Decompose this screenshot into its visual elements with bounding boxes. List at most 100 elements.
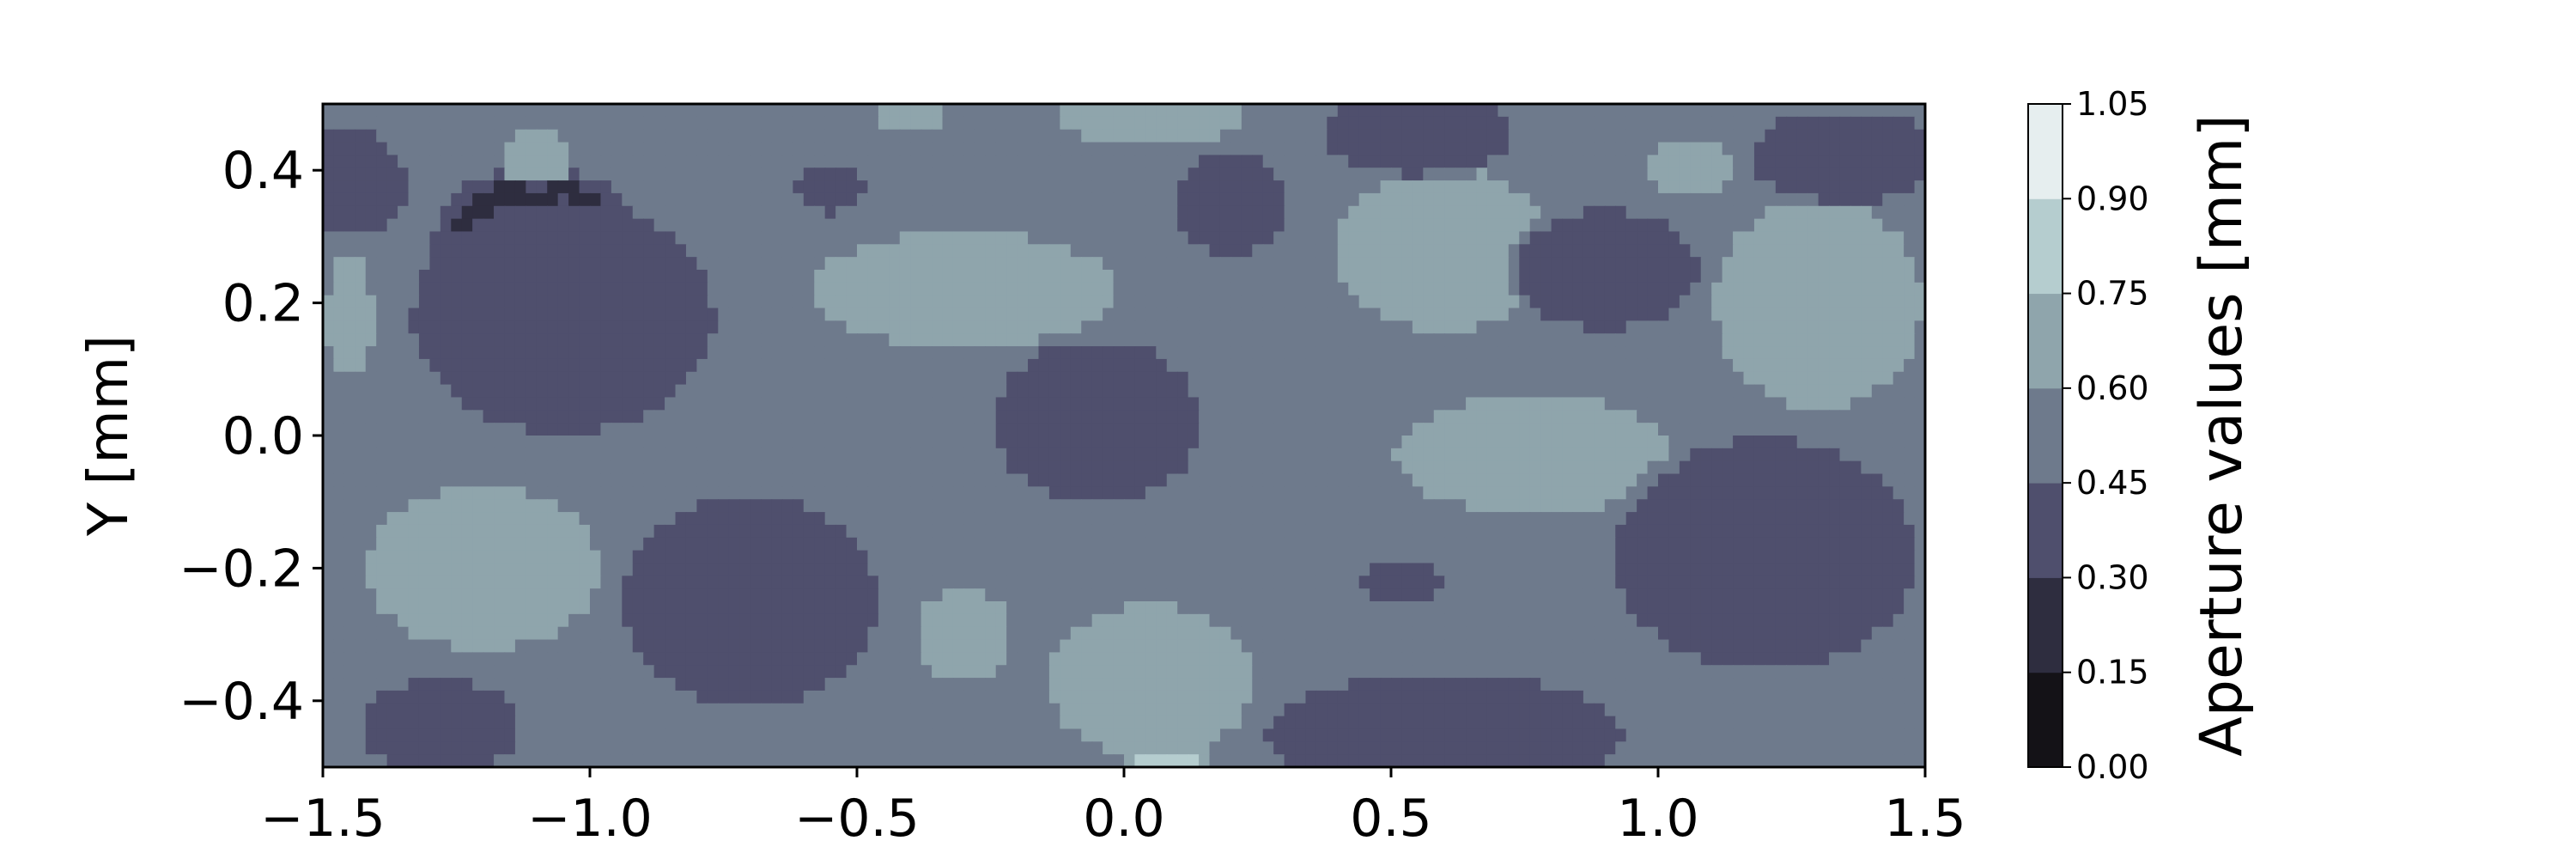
contour-cell xyxy=(1904,129,1916,143)
contour-cell xyxy=(1048,320,1061,335)
contour-cell xyxy=(579,358,591,373)
contour-cell xyxy=(386,423,398,436)
contour-cell xyxy=(728,460,740,475)
contour-cell xyxy=(1733,423,1745,436)
contour-cell xyxy=(761,371,773,386)
contour-cell xyxy=(1038,499,1050,513)
contour-cell xyxy=(1284,499,1296,513)
contour-cell xyxy=(643,129,655,143)
contour-cell xyxy=(1743,192,1755,207)
contour-cell xyxy=(1572,512,1584,526)
contour-cell xyxy=(1668,142,1680,156)
contour-cell xyxy=(1017,320,1029,335)
contour-cell xyxy=(632,333,644,347)
contour-cell xyxy=(963,460,975,475)
contour-cell xyxy=(590,192,602,207)
contour-cell xyxy=(1700,104,1712,118)
contour-cell xyxy=(1658,142,1670,156)
contour-cell xyxy=(803,192,816,207)
contour-cell xyxy=(472,524,484,539)
contour-cell xyxy=(1070,486,1083,501)
contour-cell xyxy=(323,397,335,411)
contour-cell xyxy=(1262,397,1274,411)
contour-cell xyxy=(643,524,655,539)
contour-cell xyxy=(1295,358,1307,373)
contour-cell xyxy=(1337,270,1350,283)
contour-cell xyxy=(1423,142,1435,156)
contour-cell xyxy=(579,218,591,233)
contour-cell xyxy=(1295,346,1307,360)
contour-cell xyxy=(1796,486,1808,501)
contour-cell xyxy=(1476,486,1488,501)
contour-cell xyxy=(600,524,612,539)
contour-cell xyxy=(557,384,569,399)
contour-cell xyxy=(771,384,783,399)
contour-cell xyxy=(1839,205,1851,220)
contour-cell xyxy=(333,218,345,233)
contour-cell xyxy=(1038,218,1050,233)
contour-cell xyxy=(429,282,441,296)
contour-cell xyxy=(536,129,549,143)
contour-cell xyxy=(1444,371,1456,386)
contour-cell xyxy=(440,512,453,526)
contour-cell xyxy=(643,142,655,156)
contour-cell xyxy=(1871,192,1884,207)
contour-cell xyxy=(793,410,805,423)
contour-cell xyxy=(418,155,431,169)
contour-cell xyxy=(504,448,516,462)
contour-cell xyxy=(696,116,708,131)
contour-cell xyxy=(942,320,954,335)
contour-cell xyxy=(1433,499,1445,513)
contour-cell xyxy=(1252,308,1264,322)
contour-cell xyxy=(1508,168,1521,181)
contour-cell xyxy=(771,295,783,309)
contour-cell xyxy=(889,155,901,169)
contour-cell xyxy=(440,244,453,258)
contour-cell xyxy=(1498,308,1510,322)
contour-cell xyxy=(1871,473,1884,488)
contour-cell xyxy=(1904,192,1916,207)
contour-cell xyxy=(1305,499,1317,513)
contour-cell xyxy=(963,282,975,296)
contour-cell xyxy=(1358,308,1370,322)
contour-cell xyxy=(1486,231,1499,246)
contour-cell xyxy=(1519,104,1531,118)
contour-cell xyxy=(1551,320,1563,335)
contour-cell xyxy=(355,142,367,156)
contour-cell xyxy=(846,423,858,436)
contour-cell xyxy=(1048,448,1061,462)
contour-cell xyxy=(1625,448,1637,462)
contour-cell xyxy=(1241,180,1254,194)
contour-cell xyxy=(739,155,751,169)
contour-cell xyxy=(675,423,687,436)
contour-cell xyxy=(899,308,911,322)
contour-cell xyxy=(429,295,441,309)
contour-cell xyxy=(824,499,836,513)
contour-cell xyxy=(547,320,559,335)
contour-cell xyxy=(1060,473,1072,488)
contour-cell xyxy=(985,308,997,322)
contour-cell xyxy=(1476,192,1488,207)
contour-cell xyxy=(974,218,987,233)
contour-cell xyxy=(835,346,848,360)
contour-cell xyxy=(1529,257,1541,271)
contour-cell xyxy=(1604,499,1617,513)
contour-cell xyxy=(1188,333,1200,347)
contour-cell xyxy=(323,371,335,386)
contour-cell xyxy=(386,448,398,462)
contour-cell xyxy=(1103,244,1115,258)
contour-cell xyxy=(835,371,848,386)
contour-cell xyxy=(643,155,655,169)
contour-cell xyxy=(1604,320,1617,335)
contour-cell xyxy=(611,410,623,423)
contour-cell xyxy=(398,499,410,513)
contour-cell xyxy=(1358,244,1370,258)
contour-cell xyxy=(483,192,495,207)
contour-cell xyxy=(985,168,997,181)
contour-cell xyxy=(1327,448,1339,462)
contour-cell xyxy=(1070,460,1083,475)
contour-cell xyxy=(1315,320,1328,335)
contour-cell xyxy=(579,333,591,347)
contour-cell xyxy=(835,231,848,246)
contour-cell xyxy=(1690,231,1702,246)
